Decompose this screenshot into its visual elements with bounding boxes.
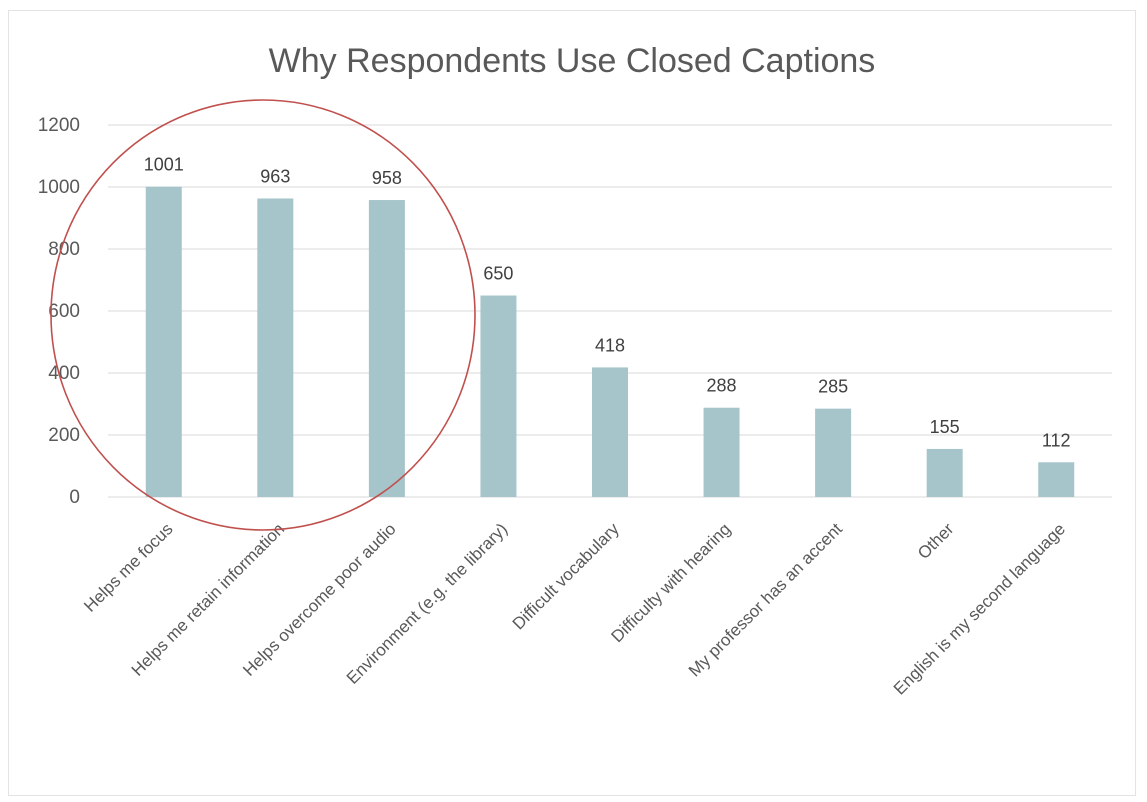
y-tick-label: 1000 xyxy=(38,177,80,198)
y-tick-label: 800 xyxy=(48,239,80,260)
y-axis-ticks: 0 200 400 600 800 1000 1200 xyxy=(38,115,80,508)
data-label: 650 xyxy=(483,264,513,284)
data-label: 155 xyxy=(930,417,960,437)
x-category-label: Helps me focus xyxy=(80,519,176,615)
bar xyxy=(480,295,517,497)
bar xyxy=(368,200,405,497)
data-label: 418 xyxy=(595,335,625,355)
x-category-label: Difficult vocabulary xyxy=(509,519,623,633)
y-tick-label: 400 xyxy=(48,363,80,384)
y-tick-label: 1200 xyxy=(38,115,80,136)
x-category-label: Difficulty with hearing xyxy=(608,519,735,646)
chart-frame xyxy=(8,10,1136,796)
data-label: 958 xyxy=(372,168,402,188)
bar xyxy=(1038,462,1075,497)
data-labels: 1001 963 958 650 418 288 285 155 112 xyxy=(144,155,1071,451)
bar xyxy=(257,198,294,497)
bar xyxy=(145,186,182,497)
chart-title: Why Respondents Use Closed Captions xyxy=(269,42,876,80)
data-label: 288 xyxy=(707,376,737,396)
bar xyxy=(703,407,740,497)
highlight-circle xyxy=(50,99,476,531)
data-label: 963 xyxy=(260,166,290,186)
data-label: 1001 xyxy=(144,155,184,175)
bar xyxy=(592,367,628,497)
data-label: 112 xyxy=(1042,430,1071,450)
y-tick-label: 0 xyxy=(69,487,80,508)
y-tick-label: 600 xyxy=(48,301,80,322)
x-category-label: Other xyxy=(914,519,958,563)
bar xyxy=(926,448,963,497)
data-label: 285 xyxy=(818,377,848,397)
bars xyxy=(145,186,1075,497)
y-tick-label: 200 xyxy=(48,425,80,446)
bar xyxy=(815,408,852,497)
